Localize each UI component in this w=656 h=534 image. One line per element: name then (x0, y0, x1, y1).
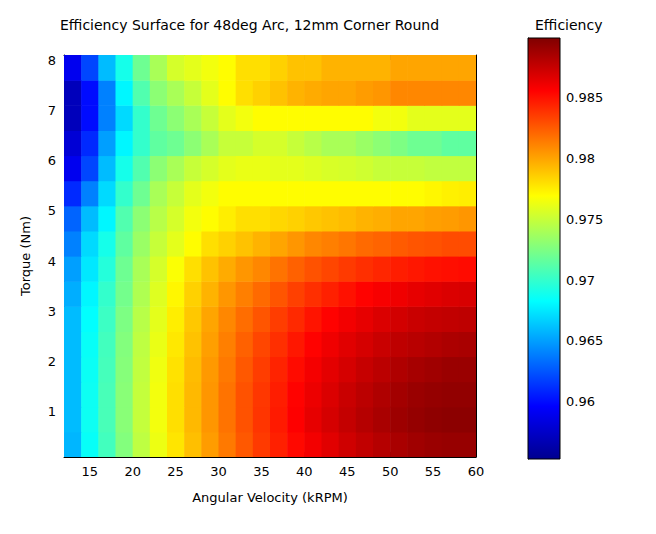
svg-text:4: 4 (48, 254, 56, 269)
svg-text:Angular Velocity (kRPM): Angular Velocity (kRPM) (192, 490, 348, 505)
svg-text:0.985: 0.985 (566, 90, 603, 105)
svg-text:30: 30 (210, 464, 227, 479)
svg-text:45: 45 (339, 464, 356, 479)
svg-text:0.98: 0.98 (566, 151, 595, 166)
svg-text:1: 1 (48, 404, 56, 419)
svg-text:2: 2 (48, 354, 56, 369)
svg-text:6: 6 (48, 153, 56, 168)
svg-text:7: 7 (48, 103, 56, 118)
svg-text:40: 40 (296, 464, 313, 479)
svg-text:Efficiency: Efficiency (535, 17, 602, 33)
svg-text:Efficiency Surface for 48deg A: Efficiency Surface for 48deg Arc, 12mm C… (60, 17, 439, 33)
svg-text:55: 55 (425, 464, 442, 479)
svg-text:25: 25 (167, 464, 184, 479)
svg-text:35: 35 (253, 464, 270, 479)
svg-text:15: 15 (81, 464, 98, 479)
svg-text:5: 5 (48, 203, 56, 218)
svg-text:0.97: 0.97 (566, 273, 595, 288)
svg-text:8: 8 (48, 53, 56, 68)
svg-text:0.975: 0.975 (566, 212, 603, 227)
svg-text:Torque (Nm): Torque (Nm) (18, 216, 33, 297)
svg-text:3: 3 (48, 304, 56, 319)
svg-text:0.965: 0.965 (566, 333, 603, 348)
svg-text:20: 20 (124, 464, 141, 479)
svg-text:0.96: 0.96 (566, 394, 595, 409)
svg-text:60: 60 (468, 464, 485, 479)
svg-text:50: 50 (382, 464, 399, 479)
